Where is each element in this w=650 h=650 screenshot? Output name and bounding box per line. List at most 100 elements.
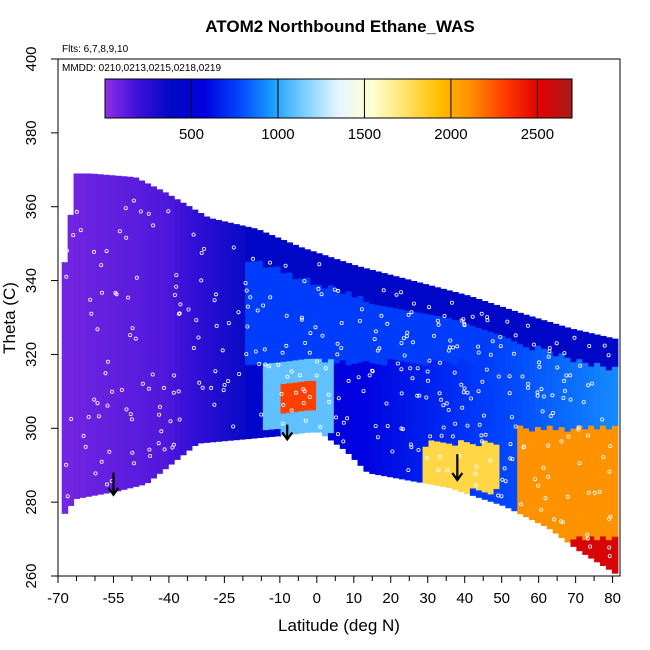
heatmap-cell <box>174 267 181 276</box>
heatmap-cell <box>79 408 86 417</box>
heatmap-cell <box>174 348 181 357</box>
heatmap-cell <box>534 507 542 516</box>
heatmap-cell <box>463 323 471 332</box>
heatmap-cell <box>534 330 542 339</box>
heatmap-cell <box>73 217 81 226</box>
heatmap-cell <box>227 366 234 375</box>
heatmap-cell <box>345 335 353 344</box>
heatmap-cell <box>493 451 501 460</box>
heatmap-cell <box>428 306 435 315</box>
heatmap-cell <box>487 323 495 332</box>
heatmap-cell <box>97 405 104 414</box>
heatmap-cell <box>215 241 223 250</box>
heatmap-cell <box>588 395 595 404</box>
heatmap-cell <box>132 227 140 236</box>
heatmap-cell <box>357 435 365 444</box>
heatmap-cell <box>540 325 548 334</box>
heatmap-cell <box>440 331 447 340</box>
heatmap-cell <box>416 415 424 424</box>
heatmap-cell <box>274 295 282 304</box>
heatmap-cell <box>387 410 394 419</box>
heatmap-cell <box>392 315 400 324</box>
heatmap-cell <box>256 260 264 269</box>
heatmap-cell <box>262 289 270 298</box>
heatmap-cell <box>120 334 128 343</box>
heatmap-cell <box>215 234 223 243</box>
heatmap-cell <box>191 341 199 350</box>
heatmap-cell <box>540 362 548 371</box>
heatmap-cell <box>251 401 258 410</box>
sample-point <box>279 391 284 396</box>
heatmap-cell <box>475 305 483 314</box>
heatmap-cell <box>73 306 81 315</box>
heatmap-cell <box>203 405 211 414</box>
heatmap-cell <box>594 443 601 452</box>
sample-point <box>89 311 94 316</box>
heatmap-cell <box>114 195 122 204</box>
heatmap-cell <box>304 387 311 396</box>
heatmap-cell <box>120 201 128 210</box>
heatmap-cell <box>428 439 435 448</box>
heatmap-cell <box>274 347 282 356</box>
heatmap-cell <box>191 319 199 328</box>
heatmap-cell <box>529 371 536 380</box>
heatmap-cell <box>114 350 122 359</box>
heatmap-cell <box>304 299 311 308</box>
heatmap-cell <box>594 421 601 430</box>
heatmap-cell <box>85 274 92 283</box>
heatmap-cell <box>245 335 252 344</box>
heatmap-cell <box>274 280 282 289</box>
heatmap-cell <box>540 320 548 327</box>
heatmap-cell <box>434 300 441 309</box>
heatmap-cell <box>73 424 81 433</box>
heatmap-cell <box>174 333 181 342</box>
heatmap-cell <box>594 384 601 393</box>
heatmap-cell <box>85 474 92 482</box>
heatmap-cell <box>594 354 601 363</box>
heatmap-cell <box>558 507 566 516</box>
y-tick-label: 260 <box>23 563 40 588</box>
heatmap-cell <box>97 383 104 392</box>
heatmap-cell <box>97 220 104 229</box>
sample-point <box>537 364 542 369</box>
heatmap-cell <box>387 314 394 323</box>
heatmap-cell <box>91 480 98 489</box>
heatmap-cell <box>239 409 246 418</box>
heatmap-cell <box>392 462 400 471</box>
heatmap-cell <box>375 430 382 439</box>
heatmap-cell <box>67 401 75 410</box>
heatmap-cell <box>91 251 98 260</box>
heatmap-cell <box>221 315 228 324</box>
heatmap-cell <box>73 335 81 344</box>
heatmap-cell <box>150 448 157 457</box>
heatmap-cell <box>487 405 495 414</box>
heatmap-cell <box>392 352 400 361</box>
heatmap-cell <box>120 459 128 468</box>
sample-point <box>146 211 151 216</box>
heatmap-cell <box>540 414 548 423</box>
heatmap-cell <box>546 484 554 493</box>
heatmap-cell <box>103 330 110 339</box>
heatmap-cell <box>114 468 122 477</box>
heatmap-cell <box>446 361 453 370</box>
heatmap-cell <box>185 265 193 274</box>
heatmap-cell <box>227 255 234 264</box>
heatmap-cell <box>233 232 240 241</box>
heatmap-cell <box>233 291 240 300</box>
heatmap-cell <box>180 210 187 219</box>
heatmap-cell <box>564 534 572 543</box>
heatmap-cell <box>333 259 341 268</box>
heatmap-cell <box>203 301 211 310</box>
heatmap-cell <box>529 512 536 521</box>
heatmap-cell <box>558 493 566 502</box>
heatmap-cell <box>144 452 152 461</box>
sample-point <box>490 339 495 344</box>
heatmap-cell <box>215 345 223 354</box>
heatmap-cell <box>256 385 264 394</box>
heatmap-cell <box>529 342 536 351</box>
heatmap-cell <box>109 454 116 463</box>
heatmap-cell <box>363 293 370 302</box>
heatmap-cell <box>523 457 530 466</box>
heatmap-cell <box>523 494 530 503</box>
heatmap-cell <box>268 347 276 356</box>
